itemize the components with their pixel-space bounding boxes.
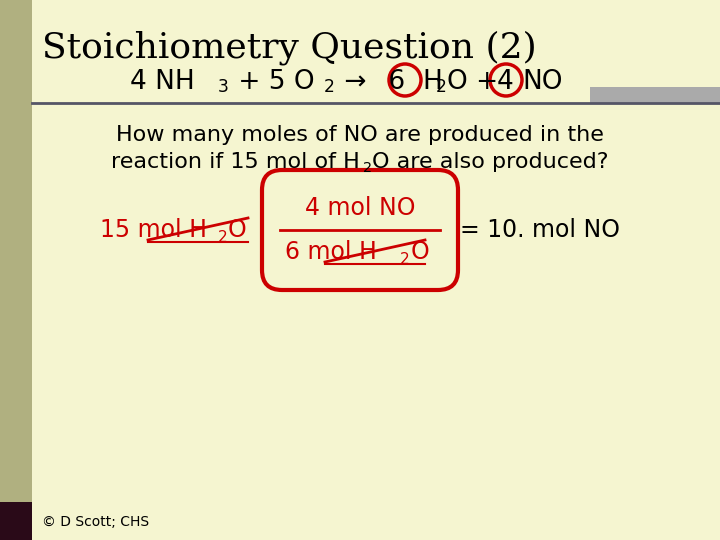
Text: 2: 2 [436, 78, 447, 96]
Text: + 5 O: + 5 O [230, 69, 315, 95]
Text: 4: 4 [497, 69, 514, 95]
Bar [590, 87, 720, 103]
Text: H: H [422, 69, 442, 95]
Text: 3: 3 [218, 78, 229, 96]
Text: How many moles of NO are produced in the: How many moles of NO are produced in the [116, 125, 604, 145]
Text: 4 mol NO: 4 mol NO [305, 196, 415, 220]
Text: 2: 2 [363, 161, 372, 175]
Text: O: O [411, 240, 430, 264]
Text: O +: O + [447, 69, 506, 95]
Text: →: → [336, 69, 366, 95]
Text: reaction if 15 mol of H: reaction if 15 mol of H [112, 152, 360, 172]
Text: 2: 2 [400, 252, 410, 267]
Text: = 10. mol NO: = 10. mol NO [460, 218, 620, 242]
Text: 6: 6 [380, 69, 405, 95]
Text: O are also produced?: O are also produced? [372, 152, 608, 172]
Text: 2: 2 [218, 230, 228, 245]
Text: 4 NH: 4 NH [130, 69, 194, 95]
Bar [0, 0, 32, 540]
Text: Stoichiometry Question (2): Stoichiometry Question (2) [42, 30, 536, 65]
Text: 6 mol H: 6 mol H [285, 240, 377, 264]
Bar [0, 502, 32, 540]
Text: NO: NO [522, 69, 562, 95]
Text: 2: 2 [324, 78, 335, 96]
Text: 15 mol H: 15 mol H [100, 218, 207, 242]
Text: © D Scott; CHS: © D Scott; CHS [42, 515, 149, 529]
Text: O: O [228, 218, 247, 242]
